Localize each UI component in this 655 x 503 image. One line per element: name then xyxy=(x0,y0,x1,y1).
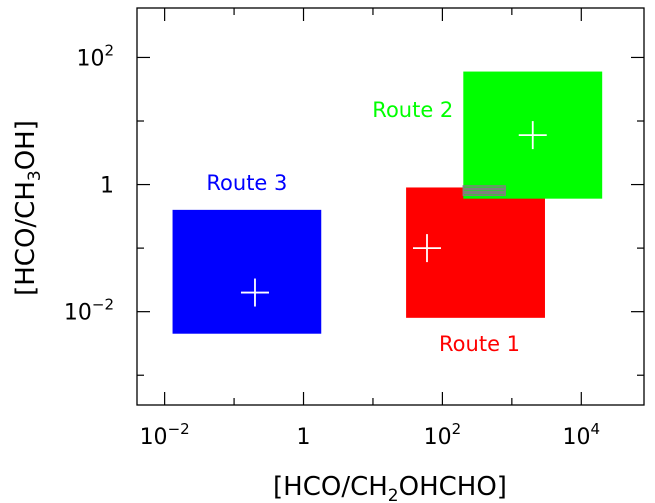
markers-layer xyxy=(240,121,547,307)
y-axis-label-pre: [HCO/CH xyxy=(11,181,41,296)
y-tick-label-3: 102 xyxy=(76,41,114,71)
x-tick-label-4: 104 xyxy=(563,420,601,450)
x-axis-label-pre: [HCO/CH xyxy=(273,472,388,502)
route-1-region xyxy=(406,187,545,318)
y-axis-label-sub: 3 xyxy=(25,170,45,181)
route-3-region xyxy=(172,209,322,334)
route-1-label: Route 1 xyxy=(439,332,520,356)
x-tick-label-1: 10−2 xyxy=(140,420,190,450)
y-axis-label-post: OH] xyxy=(11,120,41,170)
x-axis-label-post: OHCHO] xyxy=(399,472,507,502)
plot-frame xyxy=(136,7,645,406)
route-3-label: Route 3 xyxy=(206,171,287,195)
y-tick-label-2: 1 xyxy=(100,174,114,199)
route-2-label: Route 2 xyxy=(372,98,453,122)
tick-labels-layer: 10−2 1 102 104 10−2 1 102 xyxy=(64,41,600,450)
x-tick-label-2: 1 xyxy=(297,425,311,450)
ticks-layer xyxy=(137,8,644,405)
y-axis-label: [HCO/CH3OH] xyxy=(11,120,45,296)
y-tick-label-1: 10−2 xyxy=(64,296,114,326)
marker-box xyxy=(462,185,506,196)
x-tick-label-3: 102 xyxy=(424,420,462,450)
x-axis-label: [HCO/CH2OHCHO] xyxy=(273,472,507,503)
x-axis-label-sub: 2 xyxy=(388,486,399,503)
region-labels-layer: Route 1 Route 2 Route 3 xyxy=(206,98,520,356)
